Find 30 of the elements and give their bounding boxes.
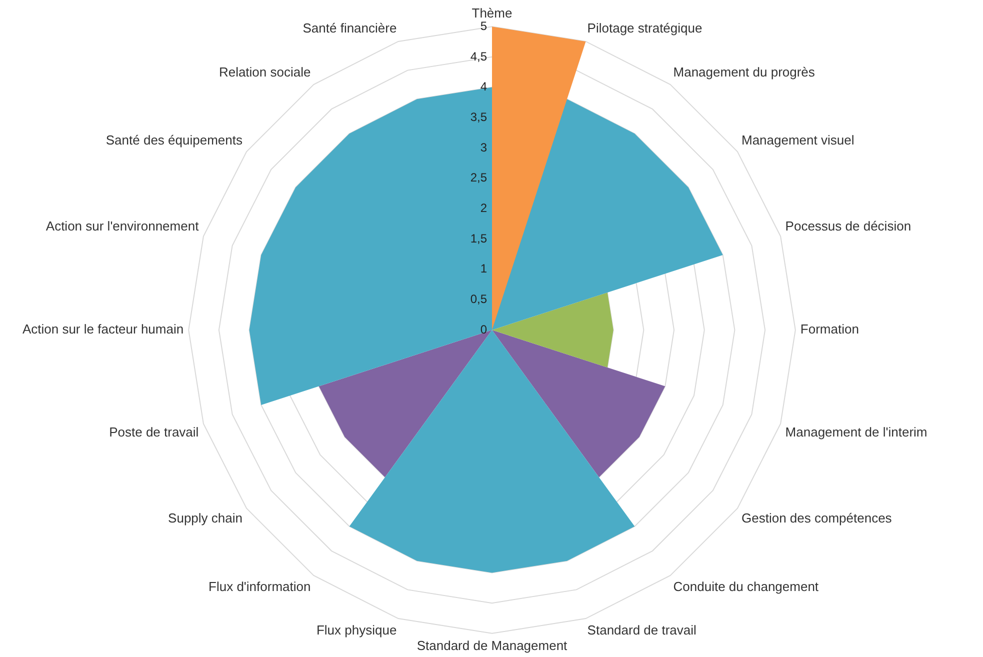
spoke-label: Management visuel [742, 132, 854, 148]
spoke-label: Standard de travail [587, 622, 697, 638]
y-tick-label: 3,5 [470, 110, 488, 124]
spoke-label: Conduite du changement [673, 578, 819, 594]
spoke-label: Action sur le facteur humain [22, 322, 184, 337]
spoke-label: Action sur l'environnement [46, 218, 200, 234]
y-tick-label: 0,5 [470, 292, 488, 306]
y-tick-label: 1,5 [470, 231, 488, 246]
spoke-label: Formation [800, 322, 859, 337]
spoke-label: Gestion des compétences [742, 510, 892, 526]
y-tick-label: 2 [480, 200, 488, 215]
spoke-label: Flux physique [316, 622, 397, 638]
spoke-label: Santé financière [302, 20, 397, 36]
y-tick-label: 2,5 [470, 170, 488, 185]
spoke-label: Thème [472, 5, 512, 20]
spoke-label: Standard de Management [416, 638, 568, 653]
spoke-label: Flux d'information [208, 578, 311, 594]
y-tick-label: 3 [480, 140, 488, 154]
spoke-label: Relation sociale [218, 64, 311, 80]
y-tick-label: 0 [480, 322, 488, 336]
spoke-label: Pocessus de décision [785, 218, 912, 234]
spoke-label: Poste de travail [109, 424, 199, 440]
spoke-label: Supply chain [168, 510, 242, 526]
spoke-label: Santé des équipements [106, 132, 243, 148]
spoke-label: Management de l'interim [785, 424, 928, 440]
y-tick-label: 4,5 [470, 49, 488, 64]
y-tick-label: 5 [480, 18, 488, 33]
spoke-label: Pilotage stratégique [587, 20, 702, 36]
y-tick-label: 1 [480, 262, 488, 276]
spoke-label: Management du progrès [673, 64, 816, 80]
